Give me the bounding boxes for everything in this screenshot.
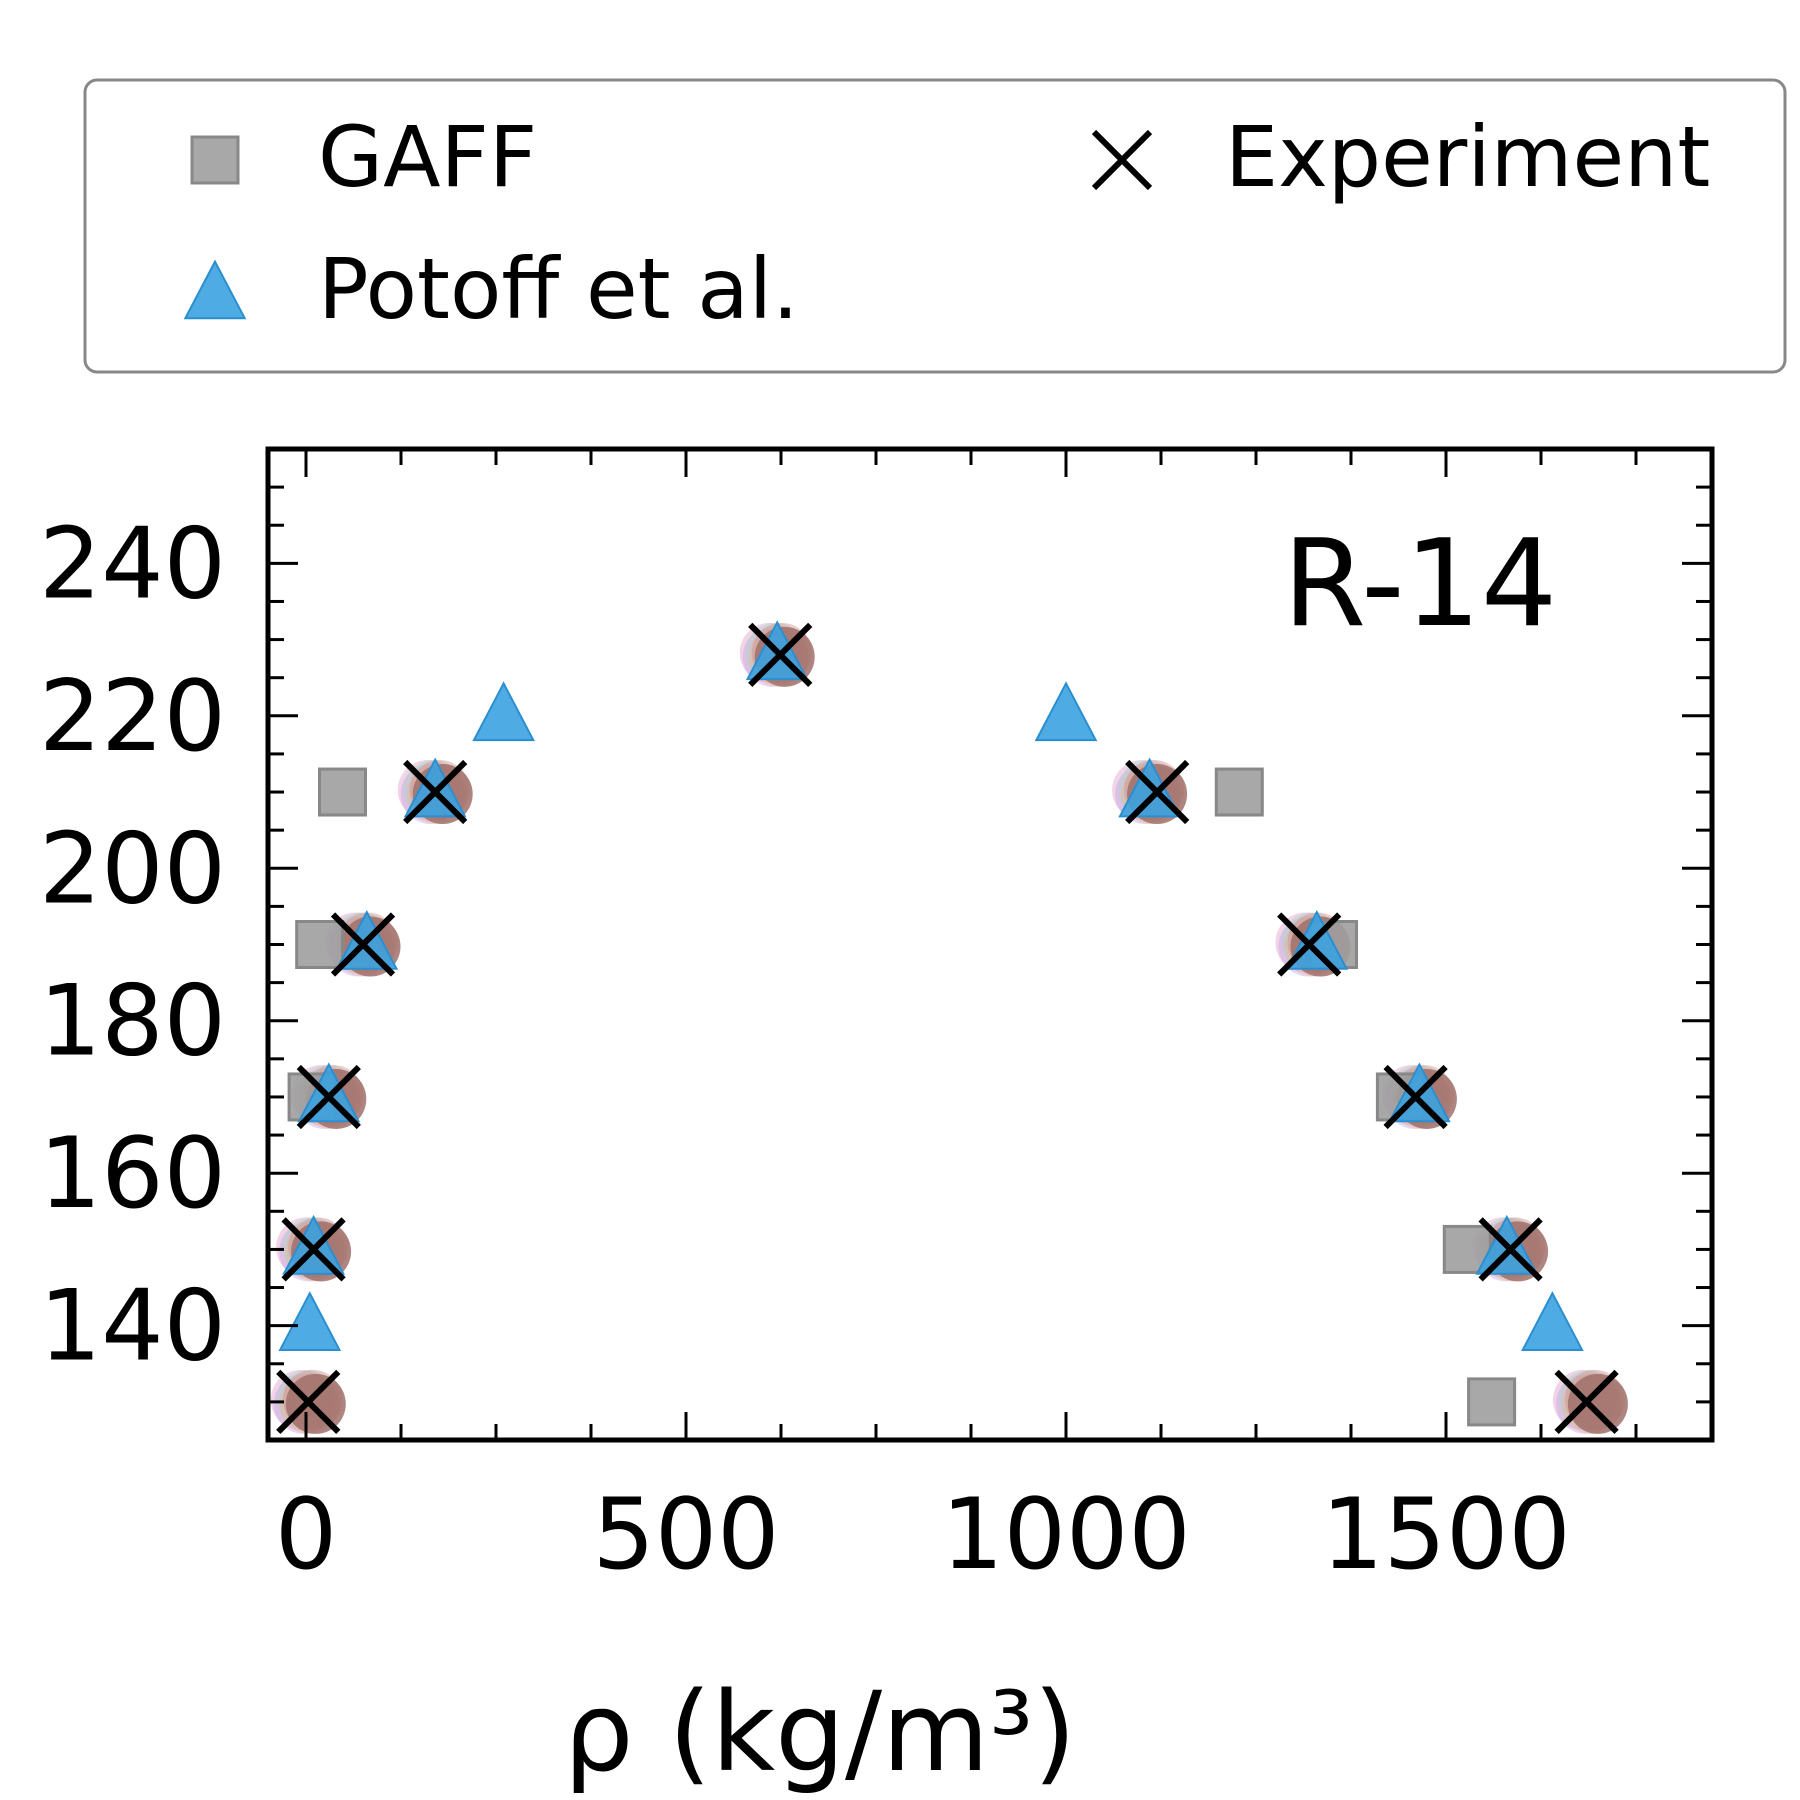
experiment-point [1277,912,1342,977]
experiment-point [296,1064,361,1130]
experiment-point [330,912,396,977]
data-marks [276,620,1619,1435]
chart-annotation: R-14 [1283,515,1558,654]
experiment-point [281,1217,346,1282]
potoff-et-al-point [278,1291,342,1351]
experiment-point [1478,1217,1543,1282]
other-model-points [270,622,1628,1434]
x-tick-label: 1500 [1321,1478,1570,1592]
experiment-point [1383,1064,1448,1130]
experiment-point [1554,1369,1619,1435]
potoff-et-al-point [1034,681,1098,742]
y-tick-label: 160 [39,1117,226,1231]
model-point [285,1373,346,1434]
gaff-point [317,767,367,817]
y-tick-label: 240 [39,507,226,621]
experiment-point [748,622,813,687]
x-tick-label: 0 [275,1478,337,1592]
y-tick-label: 220 [39,660,226,774]
x-tick-label: 1000 [941,1478,1190,1592]
x-tick-label: 500 [592,1478,779,1592]
legend-box [83,78,1787,374]
model-point [1567,1373,1628,1434]
legend-marker-potoff-et-al [183,259,247,320]
experiment-point [403,759,468,825]
y-tick-label: 180 [39,965,226,1079]
y-tick-label: 140 [39,1270,226,1384]
experiment-point [276,1369,341,1435]
legend-marker-experiment [1091,129,1153,191]
gaff-point [1467,1377,1517,1427]
legend-marker-gaff [190,135,240,185]
potoff-et-al-point [472,681,535,742]
y-tick-label: 200 [39,812,226,926]
legend-label: Potoff et al. [318,240,799,338]
x-axis-label: ρ (kg/m³) [564,1668,1076,1796]
gaff-point [1214,767,1264,817]
legend: GAFF Experiment Potoff et al. [83,78,1787,374]
potoff-et-al-point [1521,1291,1584,1351]
legend-label: GAFF [318,108,537,206]
gaff-point [295,920,345,969]
legend-label: Experiment [1225,108,1710,206]
experiment-point [1125,759,1190,825]
axes: 0 500 1000 1500 140 160 180 200 220 240 [39,446,1715,1592]
